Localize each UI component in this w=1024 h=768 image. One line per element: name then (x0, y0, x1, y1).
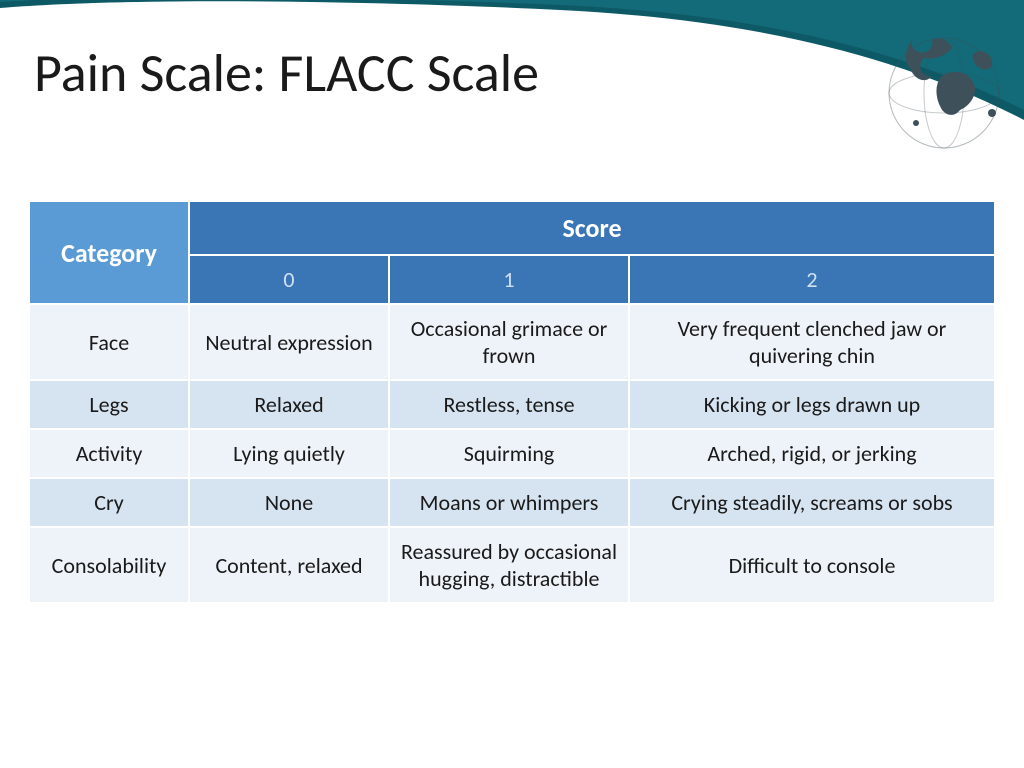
cell-category: Legs (29, 380, 189, 429)
table-row: Cry None Moans or whimpers Crying steadi… (29, 478, 995, 527)
header-score-1: 1 (389, 255, 629, 304)
cell-score-1: Occasional grimace or frown (389, 304, 629, 380)
table-row: Face Neutral expression Occasional grima… (29, 304, 995, 380)
table-row: Consolability Content, relaxed Reassured… (29, 527, 995, 603)
table-row: Activity Lying quietly Squirming Arched,… (29, 429, 995, 478)
page-title: Pain Scale: FLACC Scale (34, 40, 539, 106)
table-row: Legs Relaxed Restless, tense Kicking or … (29, 380, 995, 429)
cell-score-1: Moans or whimpers (389, 478, 629, 527)
cell-score-2: Difficult to console (629, 527, 995, 603)
header-score-0: 0 (189, 255, 389, 304)
cell-category: Cry (29, 478, 189, 527)
cell-score-0: Lying quietly (189, 429, 389, 478)
globe-icon (874, 18, 1014, 158)
cell-score-1: Restless, tense (389, 380, 629, 429)
cell-score-2: Very frequent clenched jaw or quivering … (629, 304, 995, 380)
cell-score-2: Kicking or legs drawn up (629, 380, 995, 429)
cell-score-2: Crying steadily, screams or sobs (629, 478, 995, 527)
cell-score-0: Relaxed (189, 380, 389, 429)
cell-category: Activity (29, 429, 189, 478)
header-score: Score (189, 201, 995, 255)
cell-score-2: Arched, rigid, or jerking (629, 429, 995, 478)
header-score-2: 2 (629, 255, 995, 304)
flacc-table-container: Category Score 0 1 2 Face Neutral expres… (28, 200, 996, 604)
flacc-table: Category Score 0 1 2 Face Neutral expres… (28, 200, 996, 604)
cell-category: Face (29, 304, 189, 380)
cell-score-1: Reassured by occasional hugging, distrac… (389, 527, 629, 603)
header-category: Category (29, 201, 189, 304)
cell-score-0: Neutral expression (189, 304, 389, 380)
cell-score-0: Content, relaxed (189, 527, 389, 603)
cell-score-0: None (189, 478, 389, 527)
cell-category: Consolability (29, 527, 189, 603)
table-header-row-1: Category Score (29, 201, 995, 255)
cell-score-1: Squirming (389, 429, 629, 478)
